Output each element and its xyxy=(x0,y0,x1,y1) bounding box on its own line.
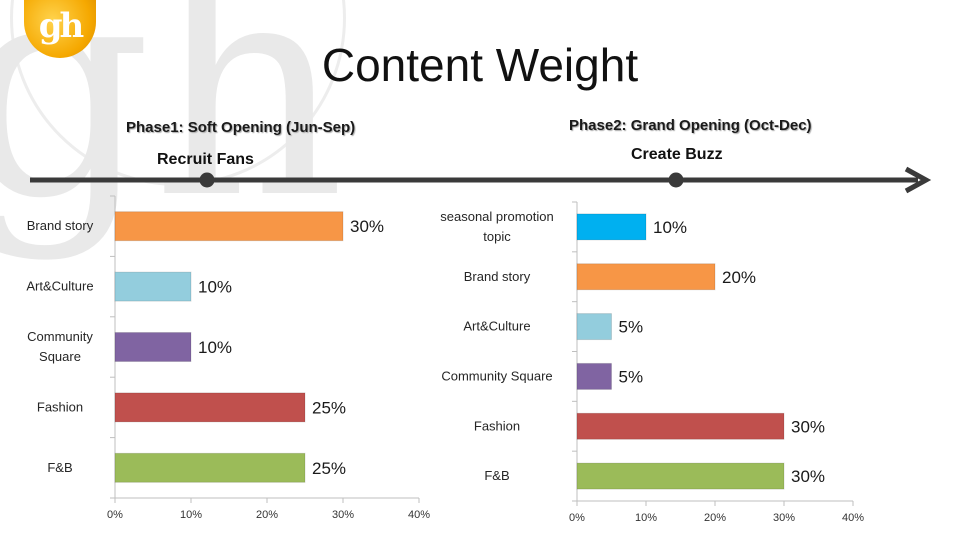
data-label-f-b: 30% xyxy=(791,467,825,486)
category-label-brand-story: Brand story xyxy=(27,218,94,233)
x-tick-label: 30% xyxy=(332,509,354,521)
timeline-arrow-head xyxy=(904,166,932,194)
x-tick-label: 40% xyxy=(408,509,430,521)
data-label-art-culture: 10% xyxy=(198,278,232,297)
x-tick-label: 20% xyxy=(256,509,278,521)
x-tick-label: 30% xyxy=(773,512,795,524)
bar-community-square xyxy=(114,332,192,362)
bar-f-b xyxy=(114,452,306,483)
data-label-fashion: 25% xyxy=(312,398,346,417)
category-label-line: Community xyxy=(27,329,93,344)
category-label-community-square: Community Square xyxy=(441,368,552,383)
brand-logo-text: gh xyxy=(38,6,84,46)
category-label-fashion: Fashion xyxy=(474,418,520,433)
category-label-art-culture: Art&Culture xyxy=(26,279,93,294)
bar-f-b xyxy=(576,462,785,490)
data-label-fashion: 30% xyxy=(791,417,825,436)
category-label-brand-story: Brand story xyxy=(464,269,531,284)
bar-fashion xyxy=(114,392,306,423)
x-tick-label: 10% xyxy=(635,512,657,524)
category-label-f-b: F&B xyxy=(47,460,72,475)
data-label-brand-story: 30% xyxy=(350,217,384,236)
data-label-community-square: 10% xyxy=(198,338,232,357)
x-tick-label: 0% xyxy=(107,509,123,521)
category-label-line: seasonal promotion xyxy=(440,209,553,224)
phase2-title: Phase2: Grand Opening (Oct-Dec) xyxy=(569,117,812,134)
x-tick-label: 20% xyxy=(704,512,726,524)
category-label-fashion: Fashion xyxy=(37,399,83,414)
category-label-f-b: F&B xyxy=(484,468,509,483)
timeline-marker-phase2 xyxy=(668,172,684,188)
x-tick-label: 10% xyxy=(180,509,202,521)
bar-fashion xyxy=(576,412,785,440)
brand-logo: gh xyxy=(24,0,96,58)
data-label-community-square: 5% xyxy=(619,367,644,386)
category-label-seasonal-promotion-topic: seasonal promotion topic xyxy=(440,209,553,244)
phase2-milestone: Create Buzz xyxy=(631,146,723,163)
bar-brand-story xyxy=(576,263,716,291)
x-tick-label: 0% xyxy=(569,512,585,524)
category-label-line: Square xyxy=(39,349,81,364)
bar-art-culture xyxy=(114,271,192,302)
phase1-title: Phase1: Soft Opening (Jun-Sep) xyxy=(126,119,356,136)
bar-seasonal-promotion-topic xyxy=(576,213,647,241)
data-label-f-b: 25% xyxy=(312,459,346,478)
data-label-seasonal-promotion-topic: 10% xyxy=(653,218,687,237)
category-label-line: topic xyxy=(483,229,511,244)
phase1-bar-chart: 0% 10% 20% 30% 40% Brand story 30% Art&Culture 1… xyxy=(26,195,430,521)
data-label-brand-story: 20% xyxy=(722,268,756,287)
phase1-milestone: Recruit Fans xyxy=(157,151,254,168)
bar-art-culture xyxy=(576,313,612,341)
slide-title: Content Weight xyxy=(321,39,639,91)
bar-brand-story xyxy=(114,211,344,242)
x-tick-label: 40% xyxy=(842,512,864,524)
phase2-bar-chart: 0% 10% 20% 30% 40% seasonal promotion topic 10%… xyxy=(440,201,864,524)
category-label-community-square: Community Square xyxy=(27,329,93,364)
timeline-marker-phase1 xyxy=(199,172,215,188)
bar-community-square xyxy=(576,362,612,390)
data-label-art-culture: 5% xyxy=(619,318,644,337)
category-label-art-culture: Art&Culture xyxy=(463,319,530,334)
